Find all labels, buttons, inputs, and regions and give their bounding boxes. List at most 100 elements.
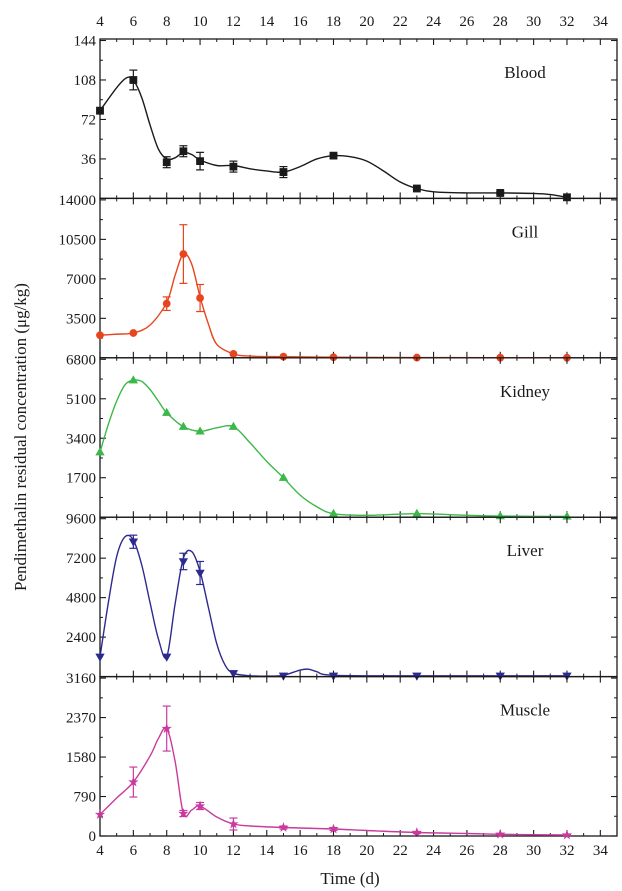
data-point [179, 147, 188, 156]
data-point [279, 168, 288, 176]
data-point [162, 299, 171, 308]
x-tick-label-top: 4 [96, 14, 104, 30]
x-tick-label-bottom: 4 [96, 843, 104, 859]
data-point [278, 822, 289, 832]
x-tick-label-bottom: 10 [193, 843, 208, 859]
panel-label: Muscle [500, 701, 550, 720]
data-point [411, 827, 423, 837]
data-point [328, 823, 339, 834]
y-tick-label: 790 [74, 790, 97, 806]
x-tick-label-bottom: 16 [293, 843, 309, 859]
x-tick-label-bottom: 32 [559, 843, 574, 859]
panel-label: Liver [507, 541, 544, 560]
series-curve-kidney [99, 379, 567, 518]
x-tick-label-bottom: 8 [163, 843, 171, 859]
data-point [96, 106, 104, 115]
data-point [162, 653, 172, 662]
panel-label: Blood [504, 63, 546, 82]
y-tick-label: 36 [81, 152, 97, 168]
x-tick-label-top: 16 [293, 14, 309, 30]
panel-frame [99, 197, 618, 359]
x-tick-label-top: 12 [226, 14, 241, 30]
panel-label: Kidney [500, 382, 551, 401]
y-tick-label: 144 [74, 34, 97, 50]
data-point [129, 329, 138, 337]
data-point [195, 426, 205, 435]
x-tick-label-top: 8 [163, 14, 171, 30]
data-point [128, 776, 139, 787]
series-curve-blood [99, 76, 568, 198]
data-point [162, 407, 172, 416]
y-tick-label: 2400 [66, 630, 96, 646]
data-point [162, 158, 171, 167]
y-tick-label: 72 [81, 112, 96, 128]
series-curve-liver [99, 534, 567, 677]
plot-area: 3672108144Blood350070001050014000Gill170… [59, 14, 618, 859]
data-point [194, 800, 206, 811]
data-point [94, 809, 106, 819]
data-point [179, 250, 188, 258]
data-point [329, 151, 338, 160]
y-tick-label: 0 [89, 829, 97, 845]
x-tick-label-bottom: 24 [426, 843, 442, 859]
panel-kidney: 1700 3400 5100 6800 Kidney [66, 352, 618, 520]
x-tick-label-top: 26 [459, 14, 475, 30]
x-tick-label-bottom: 18 [326, 843, 341, 859]
data-point [496, 189, 505, 197]
data-point [95, 653, 105, 662]
x-tick-label-top: 14 [259, 14, 275, 30]
y-tick-label: 4800 [66, 591, 96, 607]
data-point [228, 670, 239, 679]
y-tick-label: 10500 [59, 232, 97, 248]
y-tick-label: 108 [74, 73, 97, 89]
data-point [228, 818, 239, 829]
x-tick-label-bottom: 14 [259, 843, 275, 859]
data-point [412, 184, 421, 193]
y-tick-label: 3500 [66, 311, 96, 327]
y-tick-label: 2370 [66, 711, 96, 727]
data-point [178, 558, 189, 567]
y-tick-label: 1580 [66, 750, 96, 766]
data-point [561, 829, 573, 840]
x-tick-label-bottom: 28 [493, 843, 508, 859]
data-point [412, 508, 422, 517]
data-point [129, 76, 138, 84]
y-tick-label: 14000 [59, 193, 97, 209]
panel-gill: 3500 7000 10500 14000 Gill [59, 193, 618, 362]
data-point [196, 157, 204, 166]
data-point [178, 421, 189, 430]
x-tick-label-top: 20 [359, 14, 374, 30]
data-point [195, 569, 205, 578]
x-axis-title: Time (d) [320, 869, 379, 888]
data-point [495, 828, 506, 839]
data-point [95, 447, 105, 456]
data-point [196, 294, 204, 302]
x-tick-label-top: 32 [559, 14, 574, 30]
x-tick-label-top: 34 [593, 14, 609, 30]
series-curve-muscle [99, 727, 567, 836]
x-tick-label-bottom: 30 [526, 843, 541, 859]
y-tick-label: 6800 [66, 352, 96, 368]
x-tick-label-top: 24 [426, 14, 442, 30]
data-point [96, 331, 104, 340]
x-tick-label-top: 28 [493, 14, 508, 30]
panel-frame [99, 675, 618, 837]
y-tick-label: 7200 [66, 551, 96, 567]
data-point [229, 162, 238, 171]
y-axis-title: Pendimethalin residual concentration (μg… [11, 283, 30, 591]
data-point [128, 538, 139, 547]
x-tick-label-top: 30 [526, 14, 541, 30]
y-tick-label: 3160 [66, 671, 96, 687]
data-point [161, 723, 172, 733]
data-point [228, 421, 239, 430]
x-tick-label-bottom: 22 [393, 843, 408, 859]
x-tick-label-top: 6 [130, 14, 138, 30]
x-tick-label-bottom: 20 [359, 843, 374, 859]
x-tick-label-bottom: 12 [226, 843, 241, 859]
panel-blood: 36 72 108 144 Blood [74, 34, 618, 202]
x-tick-label-top: 10 [193, 14, 208, 30]
panel-liver: 2400 4800 7200 9600 Liver [66, 512, 618, 681]
data-point [178, 808, 189, 818]
x-tick-label-bottom: 34 [593, 843, 609, 859]
